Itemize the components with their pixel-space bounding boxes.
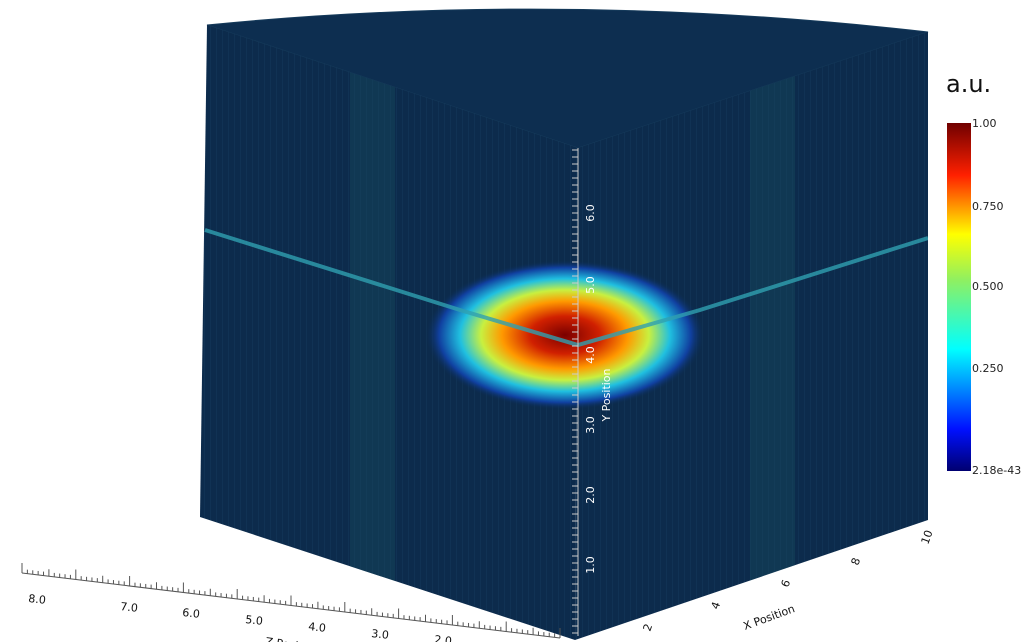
right-face bbox=[575, 32, 928, 640]
z-tick-label: 4.0 bbox=[308, 620, 327, 635]
z-tick-label: 6.0 bbox=[182, 606, 201, 621]
top-face bbox=[206, 8, 929, 149]
colorbar-tick-label: 0.250 bbox=[972, 362, 1004, 375]
y-tick-label: 1.0 bbox=[584, 556, 597, 574]
y-tick-label: 5.0 bbox=[584, 276, 597, 294]
colorbar-tick-label: 0.750 bbox=[972, 200, 1004, 213]
colorbar bbox=[947, 123, 971, 471]
z-tick-label: 3.0 bbox=[371, 627, 390, 642]
colorbar-tick-label: 0.500 bbox=[972, 280, 1004, 293]
left-face bbox=[200, 25, 578, 640]
y-tick-label: 2.0 bbox=[584, 486, 597, 504]
y-tick-label: 3.0 bbox=[584, 416, 597, 434]
y-tick-label: 6.0 bbox=[584, 204, 597, 222]
z-tick-label: 7.0 bbox=[120, 600, 139, 615]
z-tick-label: 5.0 bbox=[245, 613, 264, 628]
z-tick-label: 8.0 bbox=[28, 592, 47, 607]
x-tick-label: 6 bbox=[779, 578, 794, 589]
band-left bbox=[350, 30, 395, 630]
colorbar-tick-label: 2.18e-43 bbox=[972, 464, 1021, 477]
x-axis-title: X Position bbox=[742, 602, 797, 633]
hotspot bbox=[425, 260, 705, 410]
z-axis-title: Z Position bbox=[265, 635, 320, 642]
z-tick-label: 2.0 bbox=[434, 633, 453, 642]
x-tick-label: 4 bbox=[709, 600, 724, 611]
colorbar-title: a.u. bbox=[946, 70, 991, 98]
x-tick-label: 10 bbox=[919, 528, 936, 546]
x-tick-label: 8 bbox=[849, 556, 864, 567]
y-tick-label: 4.0 bbox=[584, 346, 597, 364]
band-right bbox=[750, 30, 795, 630]
y-axis-title: Y Position bbox=[600, 368, 613, 422]
colorbar-tick-label: 1.00 bbox=[972, 117, 997, 130]
x-tick-label: 2 bbox=[641, 622, 656, 633]
